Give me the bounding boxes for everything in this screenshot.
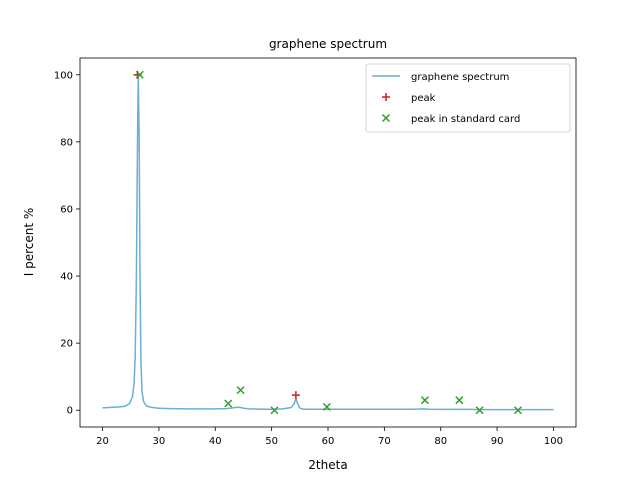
x-tick-label: 60 <box>322 436 335 447</box>
legend-plus-swatch <box>382 93 390 101</box>
standard-card-point <box>420 396 429 405</box>
x-tick-label: 90 <box>491 436 504 447</box>
y-tick-label: 60 <box>60 204 73 215</box>
standard-marker-b <box>513 406 522 415</box>
standard-marker-b <box>135 70 144 79</box>
standard-marker-b <box>322 402 331 411</box>
legend-label: graphene spectrum <box>411 72 509 83</box>
standard-marker-b <box>224 399 233 408</box>
plot-area <box>102 70 554 415</box>
standard-card-point <box>455 396 464 405</box>
x-tick-label: 30 <box>153 436 166 447</box>
legend-label: peak in standard card <box>411 114 520 125</box>
standard-marker-b <box>475 406 484 415</box>
x-tick-label: 100 <box>544 436 563 447</box>
legend-box <box>365 63 571 133</box>
legend-label: peak <box>411 93 436 104</box>
standard-marker-b <box>455 396 464 405</box>
x-tick-label: 70 <box>378 436 391 447</box>
spectrum-line <box>102 74 554 411</box>
x-axis: 20 30 40 50 60 70 80 90 100 <box>96 427 563 447</box>
y-tick-label: 80 <box>60 137 73 148</box>
chart-title: graphene spectrum <box>269 37 387 51</box>
standard-card-point <box>135 70 144 79</box>
x-tick-label: 20 <box>96 436 109 447</box>
y-tick-label: 40 <box>60 272 73 283</box>
standard-card-point <box>322 402 331 411</box>
standard-card-point <box>270 406 279 415</box>
standard-card-point <box>236 386 245 395</box>
x-tick-label: 80 <box>434 436 447 447</box>
legend-x-swatch <box>381 113 391 123</box>
standard-marker-b <box>270 406 279 415</box>
standard-marker-b <box>381 113 391 123</box>
y-axis-label: I percent % <box>22 208 36 277</box>
standard-card-point <box>224 399 233 408</box>
y-tick-label: 20 <box>60 339 73 350</box>
y-tick-label: 0 <box>67 406 73 417</box>
standard-marker-b <box>420 396 429 405</box>
standard-card-point <box>475 406 484 415</box>
legend: graphene spectrum peak peak in standard ca… <box>365 63 571 133</box>
x-tick-label: 50 <box>265 436 278 447</box>
y-tick-label: 100 <box>54 70 73 81</box>
y-axis: 0 20 40 60 80 100 <box>54 70 80 417</box>
peak-point <box>291 391 300 400</box>
standard-card-point <box>513 406 522 415</box>
x-axis-label: 2theta <box>308 458 347 472</box>
standard-marker-b <box>236 386 245 395</box>
x-tick-label: 40 <box>209 436 222 447</box>
